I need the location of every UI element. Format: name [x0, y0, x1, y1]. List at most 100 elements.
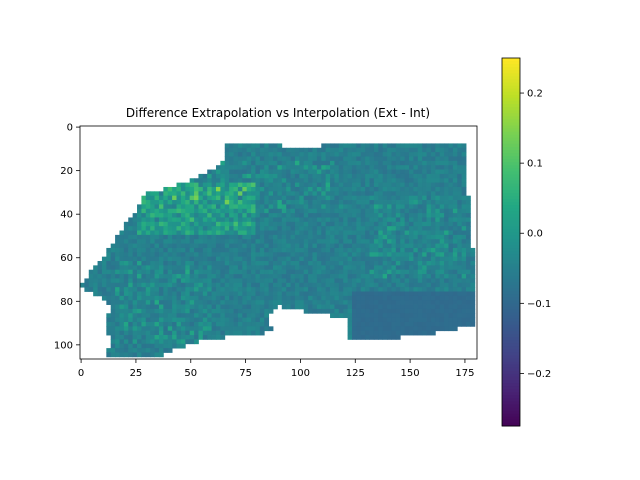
heatmap-cell [185, 195, 191, 201]
heatmap-cell [321, 173, 327, 179]
heatmap-cell [220, 208, 226, 214]
heatmap-cell [106, 317, 112, 323]
heatmap-cell [312, 304, 318, 310]
heatmap-cell [158, 247, 164, 253]
heatmap-cell [308, 256, 313, 262]
heatmap-cell [158, 308, 164, 314]
heatmap-cell [312, 204, 318, 210]
heatmap-cell [435, 256, 441, 262]
heatmap-cell [360, 261, 366, 266]
colorbar-segment [502, 223, 520, 228]
colorbar-segment [502, 334, 520, 338]
heatmap-cell [360, 208, 366, 214]
heatmap-cell [387, 317, 392, 323]
heatmap-cell [457, 300, 463, 305]
heatmap-cell [470, 308, 476, 314]
heatmap-cell [448, 182, 454, 188]
heatmap-cell [207, 204, 213, 210]
heatmap-cell [110, 291, 116, 297]
heatmap-cell [369, 326, 375, 332]
heatmap-cell [132, 308, 138, 314]
heatmap-cell [273, 265, 278, 271]
heatmap-cell [457, 182, 463, 188]
heatmap-cell [387, 204, 392, 210]
heatmap-cell [400, 221, 406, 227]
heatmap-cell [351, 217, 357, 223]
heatmap-cell [321, 256, 327, 262]
heatmap-cell [106, 252, 112, 258]
heatmap-cell [395, 234, 401, 240]
heatmap-cell [176, 335, 182, 340]
colorbar-segment [502, 116, 520, 120]
heatmap-cell [330, 178, 335, 184]
heatmap-cell [343, 147, 348, 153]
heatmap-cell [207, 287, 213, 292]
heatmap-cell [211, 326, 217, 332]
heatmap-cell [242, 221, 248, 227]
heatmap-cell [264, 200, 270, 205]
heatmap-cell [198, 278, 204, 284]
heatmap-cell [303, 295, 309, 301]
heatmap-cell [461, 269, 467, 275]
heatmap-cell [273, 304, 278, 310]
heatmap-cell [373, 213, 379, 218]
heatmap-cell [448, 173, 454, 179]
heatmap-cell [334, 204, 340, 210]
heatmap-cell [444, 282, 449, 288]
heatmap-cell [145, 304, 151, 310]
heatmap-cell [426, 213, 432, 218]
heatmap-cell [290, 239, 296, 244]
heatmap-cell [189, 256, 195, 262]
heatmap-cell [189, 191, 195, 197]
colorbar-segment [502, 291, 520, 295]
heatmap-cell [286, 230, 291, 236]
heatmap-cell [185, 230, 191, 236]
heatmap-cell [404, 239, 410, 244]
heatmap-cell [259, 191, 265, 197]
heatmap-cell [115, 321, 120, 327]
heatmap-cell [189, 300, 195, 305]
heatmap-cell [466, 208, 471, 214]
heatmap-cell [215, 304, 221, 310]
heatmap-cell [356, 252, 362, 258]
heatmap-cell [365, 317, 370, 323]
heatmap-cell [237, 152, 243, 157]
heatmap-cell [185, 208, 191, 214]
heatmap-cell [259, 295, 265, 301]
heatmap-cell [163, 243, 169, 249]
heatmap-cell [115, 348, 120, 353]
heatmap-cell [242, 256, 248, 262]
heatmap-cell [435, 165, 441, 170]
heatmap-cell [154, 200, 160, 205]
heatmap-cell [290, 247, 296, 253]
heatmap-cell [180, 191, 186, 197]
heatmap-cell [316, 204, 322, 210]
heatmap-cell [448, 147, 454, 153]
heatmap-cell [343, 143, 348, 149]
colorbar-segment [502, 168, 520, 172]
heatmap-cell [211, 300, 217, 305]
heatmap-cell [382, 143, 388, 149]
heatmap-cell [413, 160, 419, 166]
heatmap-cell [321, 287, 327, 292]
colorbar-segment [502, 140, 520, 145]
heatmap-cell [110, 317, 116, 323]
heatmap-cell [303, 147, 309, 153]
heatmap-cell [373, 147, 379, 153]
heatmap-cell [176, 230, 182, 236]
heatmap-cell [141, 234, 147, 240]
heatmap-cell [417, 239, 423, 244]
colorbar-segment [502, 364, 520, 369]
heatmap-cell [220, 230, 226, 236]
heatmap-cell [321, 186, 327, 192]
heatmap-cell [198, 313, 204, 319]
heatmap-cell [255, 186, 261, 192]
heatmap-cell [356, 143, 362, 149]
heatmap-cell [413, 326, 419, 332]
heatmap-cell [154, 278, 160, 284]
heatmap-cell [141, 239, 147, 244]
heatmap-cell [444, 269, 449, 275]
heatmap-cell [224, 274, 230, 279]
heatmap-cell [365, 321, 370, 327]
heatmap-cell [452, 261, 458, 266]
